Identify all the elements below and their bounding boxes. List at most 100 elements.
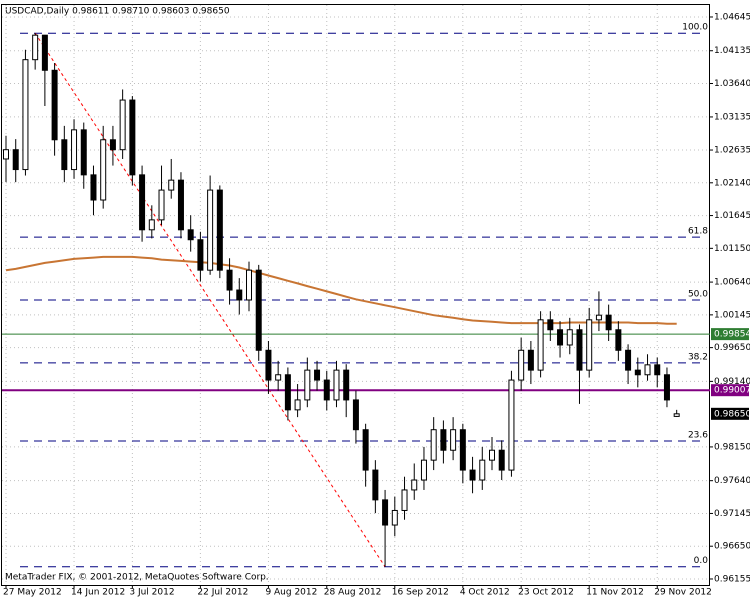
moving-average bbox=[5, 255, 677, 325]
y-tick-label: 0.97640 bbox=[714, 476, 750, 486]
candle-body bbox=[625, 349, 632, 371]
candle-body bbox=[576, 329, 583, 371]
y-tick-label: 0.98150 bbox=[714, 442, 750, 452]
candle-body bbox=[129, 99, 136, 176]
x-tick-label: 16 Sep 2012 bbox=[392, 588, 449, 598]
candle-body bbox=[343, 369, 350, 401]
x-tick-label: 23 Oct 2012 bbox=[518, 588, 574, 598]
fib-label: 38.2 bbox=[688, 352, 708, 362]
x-tick-label: 4 Oct 2012 bbox=[460, 588, 510, 598]
y-tick-label: 1.00145 bbox=[714, 310, 750, 320]
candle-body bbox=[333, 369, 340, 401]
candle-body bbox=[323, 379, 330, 401]
candle-body bbox=[139, 174, 146, 231]
candle-body bbox=[197, 239, 204, 271]
candle-body bbox=[527, 349, 534, 371]
price-label: 0.99007 bbox=[714, 386, 750, 396]
candle-body bbox=[187, 229, 194, 241]
candle-body bbox=[352, 399, 359, 431]
price-label: 0.99854 bbox=[714, 330, 750, 340]
candle-body bbox=[634, 369, 641, 376]
candle-body bbox=[61, 139, 68, 171]
candle-body bbox=[498, 449, 505, 471]
candle-body bbox=[489, 449, 495, 461]
candle-body bbox=[216, 189, 223, 271]
candle-body bbox=[420, 459, 427, 481]
plot-frame bbox=[1, 4, 710, 586]
x-tick-label: 27 May 2012 bbox=[3, 588, 62, 598]
candle-body bbox=[644, 364, 651, 376]
y-tick-label: 1.04645 bbox=[714, 12, 750, 22]
candle-body bbox=[207, 189, 214, 271]
fib-trendline bbox=[34, 32, 386, 568]
candle-body bbox=[119, 99, 126, 151]
x-tick-label: 14 Jun 2012 bbox=[71, 588, 125, 598]
candle-body bbox=[294, 399, 301, 411]
candle-body bbox=[508, 379, 515, 471]
chart-title: USDCAD,Daily 0.98611 0.98710 0.98603 0.9… bbox=[5, 7, 230, 17]
candle-body bbox=[255, 269, 262, 351]
footer: MetaTrader FIX, © 2001-2012, MetaQuotes … bbox=[5, 573, 269, 583]
candle-body bbox=[226, 269, 233, 291]
candle-body bbox=[51, 69, 58, 141]
candle-body bbox=[158, 189, 165, 221]
fib-label: 61.8 bbox=[688, 227, 708, 237]
candle-body bbox=[401, 489, 408, 511]
y-tick-label: 1.03640 bbox=[714, 79, 750, 89]
y-tick-label: 0.99140 bbox=[714, 377, 750, 387]
x-tick-label: 22 Jul 2012 bbox=[197, 588, 248, 598]
candle-body bbox=[586, 319, 593, 371]
price-label-box bbox=[711, 384, 749, 397]
candle-body bbox=[246, 269, 252, 301]
candle-body bbox=[90, 174, 97, 201]
y-tick-label: 0.96650 bbox=[714, 542, 750, 552]
candle-body bbox=[557, 329, 564, 346]
price-label: 0.98650 bbox=[714, 409, 750, 419]
y-tick-label: 1.02635 bbox=[714, 146, 750, 156]
candle-body bbox=[265, 349, 272, 381]
x-tick-label: 9 Aug 2012 bbox=[265, 588, 317, 598]
candle-body bbox=[148, 219, 155, 231]
candle-body bbox=[673, 413, 680, 417]
candle-body bbox=[469, 469, 476, 481]
x-tick-label: 3 Jul 2012 bbox=[129, 588, 174, 598]
y-tick-label: 1.01150 bbox=[714, 244, 750, 254]
y-tick-label: 0.97145 bbox=[714, 509, 750, 519]
candle-body bbox=[71, 129, 78, 171]
price-label-box bbox=[711, 328, 749, 341]
candle-body bbox=[362, 429, 369, 471]
candle-body bbox=[605, 314, 612, 331]
candle-body bbox=[663, 374, 670, 401]
y-tick-label: 1.03135 bbox=[714, 112, 750, 122]
x-tick-label: 29 Nov 2012 bbox=[654, 588, 712, 598]
candle-body bbox=[100, 139, 107, 201]
candle-body bbox=[391, 509, 398, 526]
candle-body bbox=[566, 329, 573, 346]
x-tick-label: 28 Aug 2012 bbox=[324, 588, 382, 598]
x-tick-label: 11 Nov 2012 bbox=[586, 588, 644, 598]
candle-body bbox=[372, 469, 379, 501]
candle-body bbox=[168, 179, 175, 191]
candle-body bbox=[411, 479, 418, 491]
candle-body bbox=[430, 429, 437, 461]
candle-body bbox=[3, 149, 9, 160]
candle-body bbox=[654, 364, 661, 376]
y-tick-label: 1.02140 bbox=[714, 178, 750, 188]
fib-label: 100.0 bbox=[682, 23, 708, 33]
candle-body bbox=[109, 139, 116, 151]
candle-body bbox=[382, 499, 389, 526]
candle-body bbox=[275, 374, 282, 381]
candle-body bbox=[450, 429, 457, 451]
fib-label: 0.0 bbox=[694, 556, 709, 566]
candle-body bbox=[177, 179, 184, 231]
candle-body bbox=[459, 429, 466, 471]
y-tick-label: 1.00640 bbox=[714, 278, 750, 288]
candle-body bbox=[595, 314, 602, 321]
candle-body bbox=[80, 129, 87, 176]
candle-body bbox=[440, 429, 447, 451]
y-tick-label: 0.99650 bbox=[714, 343, 750, 353]
candle-body bbox=[304, 369, 311, 401]
fib-label: 23.6 bbox=[688, 430, 708, 440]
y-tick-label: 1.04135 bbox=[714, 46, 750, 56]
